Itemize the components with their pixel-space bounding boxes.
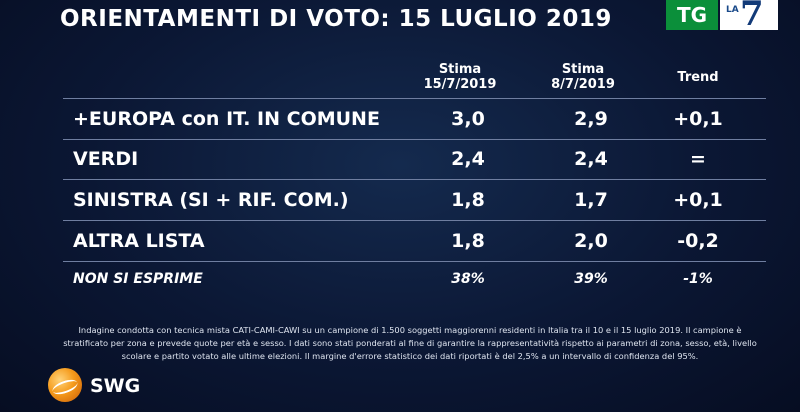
value-15: 1,8 [451,230,485,252]
header-stima-15-line1: Stima [438,62,482,77]
table-row: ALTRA LISTA 1,8 2,0 -0,2 [63,221,766,262]
table-row: +EUROPA con IT. IN COMUNE 3,0 2,9 +0,1 [63,98,766,140]
value-8: 2,0 [574,230,608,252]
header-trend: Trend [677,70,719,85]
swg-globe-icon [48,368,82,402]
page-title: ORIENTAMENTI DI VOTO: 15 LUGLIO 2019 [60,6,612,32]
value-15: 38% [451,271,485,287]
header-stima-8: Stima 8/7/2019 [535,62,631,92]
header-stima-8-line2: 8/7/2019 [551,77,615,92]
party-name: NON SI ESPRIME [73,271,203,287]
trend-value: +0,1 [673,189,723,211]
table-row: NON SI ESPRIME 38% 39% -1% [63,262,766,296]
header-stima-15-line2: 15/7/2019 [423,77,497,92]
header-stima-8-line1: Stima [561,62,605,77]
vote-table: +EUROPA con IT. IN COMUNE 3,0 2,9 +0,1 V… [63,98,766,298]
party-name: VERDI [73,148,139,170]
trend-value: +0,1 [673,108,723,130]
party-name: SINISTRA (SI + RIF. COM.) [73,189,349,211]
methodology-note: Indagine condotta con tecnica mista CATI… [63,325,757,361]
party-name: +EUROPA con IT. IN COMUNE [73,108,380,130]
table-row: SINISTRA (SI + RIF. COM.) 1,8 1,7 +0,1 [63,180,766,221]
la7-logo: LA 7 [720,0,778,34]
swg-logo-text: SWG [90,375,141,397]
tg-logo: TG [666,0,718,30]
value-8: 2,4 [574,148,608,170]
value-8: 1,7 [574,189,608,211]
table-row: VERDI 2,4 2,4 = [63,139,766,180]
value-15: 1,8 [451,189,485,211]
value-8: 2,9 [574,108,608,130]
la7-logo-la: LA [726,5,739,15]
trend-value: = [690,148,706,170]
trend-value: -1% [683,271,713,287]
la7-logo-seven: 7 [740,0,764,34]
value-15: 2,4 [451,148,485,170]
value-8: 39% [574,271,608,287]
header-stima-15: Stima 15/7/2019 [412,62,508,92]
trend-value: -0,2 [677,230,719,252]
party-name: ALTRA LISTA [73,230,205,252]
value-15: 3,0 [451,108,485,130]
swg-logo: SWG [48,368,168,404]
